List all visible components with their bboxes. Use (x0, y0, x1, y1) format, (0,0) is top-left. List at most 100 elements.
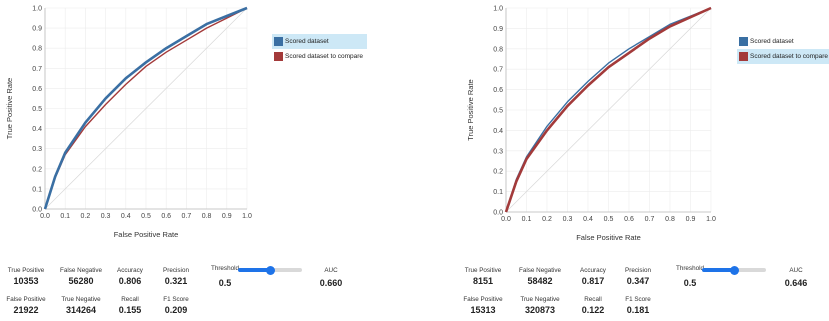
accuracy-label: Accuracy (580, 267, 606, 274)
threshold-slider[interactable] (702, 265, 766, 275)
threshold-slider-fill (238, 268, 270, 272)
true-positive-value: 10353 (13, 276, 39, 286)
roc-curve-scored-dataset (43, 6, 248, 210)
accuracy-label: Accuracy (117, 267, 143, 274)
x-tick-label: 0.7 (645, 216, 655, 223)
x-tick-label: 0.5 (141, 213, 151, 220)
metrics-left: True Positive 10353 False Negative 56280 Acc… (0, 264, 400, 321)
y-tick-label: 0.4 (32, 126, 42, 133)
recall-label: Recall (121, 296, 139, 303)
true-positive-label: True Positive (464, 267, 502, 274)
false-positive-label: False Positive (463, 296, 503, 303)
x-tick-label: 1.0 (706, 216, 716, 223)
roc-curve-compare-dataset (504, 6, 712, 213)
x-tick-label: 0.0 (40, 213, 50, 220)
x-axis-title: False Positive Rate (576, 233, 641, 242)
y-tick-label: 1.0 (493, 6, 503, 13)
false-negative-label: False Negative (60, 267, 102, 274)
accuracy-value: 0.806 (118, 276, 142, 286)
y-tick-label: 0.2 (32, 166, 42, 173)
roc-panel-right: 0.0 0.1 0.2 0.3 0.4 0.5 0.6 0.7 0.8 0.9 1.0 0.0 0.1 0… (440, 0, 829, 321)
legend-item-compare-dataset[interactable]: Scored dataset to compare (737, 49, 829, 64)
x-tick-label: 0.4 (583, 216, 593, 223)
legend-swatch (274, 52, 283, 61)
x-tick-label: 0.2 (81, 213, 91, 220)
legend-item-compare-dataset[interactable]: Scored dataset to compare (272, 49, 367, 64)
y-tick-label: 0.9 (493, 26, 503, 33)
x-tick-label: 0.6 (161, 213, 171, 220)
false-positive-label: False Positive (6, 296, 46, 303)
x-tick-label: 0.7 (182, 213, 192, 220)
y-tick-label: 0.5 (493, 108, 503, 115)
precision-label: Precision (163, 267, 189, 274)
y-tick-label: 0.2 (493, 169, 503, 176)
true-positive-label: True Positive (7, 267, 45, 274)
false-negative-value: 58482 (527, 276, 553, 286)
y-tick-label: 0.7 (32, 66, 42, 73)
true-negative-value: 314264 (65, 305, 97, 315)
y-tick-label: 0.9 (32, 26, 42, 33)
recall-label: Recall (584, 296, 602, 303)
false-positive-value: 15313 (470, 305, 496, 315)
threshold-label: Threshold (675, 265, 704, 272)
legend-swatch (739, 52, 748, 61)
false-negative-value: 56280 (68, 276, 94, 286)
reference-diagonal (505, 7, 712, 213)
auc-value: 0.646 (784, 278, 808, 288)
y-tick-label: 0.8 (32, 46, 42, 53)
x-tick-label: 0.4 (121, 213, 131, 220)
auc-label: AUC (324, 267, 338, 274)
threshold-slider[interactable] (238, 265, 302, 275)
y-tick-label: 0.3 (493, 148, 503, 155)
legend-item-scored-dataset[interactable]: Scored dataset (737, 34, 829, 49)
reference-diagonal (44, 7, 248, 210)
auc-label: AUC (789, 267, 803, 274)
x-tick-label: 0.1 (522, 216, 532, 223)
x-tick-label: 0.5 (604, 216, 614, 223)
y-tick-label: 0.0 (493, 210, 503, 217)
legend-right: Scored dataset Scored dataset to compare (737, 34, 829, 64)
x-tick-label: 0.3 (563, 216, 573, 223)
f1-score-value: 0.181 (626, 305, 650, 315)
legend-left: Scored dataset Scored dataset to compare (272, 34, 367, 64)
recall-value: 0.122 (581, 305, 605, 315)
false-negative-label: False Negative (519, 267, 561, 274)
x-tick-label: 0.3 (101, 213, 111, 220)
f1-score-label: F1 Score (163, 296, 189, 303)
x-tick-label: 0.2 (542, 216, 552, 223)
legend-swatch (739, 37, 748, 46)
precision-value: 0.321 (164, 276, 188, 286)
f1-score-label: F1 Score (625, 296, 651, 303)
threshold-value: 0.5 (218, 278, 232, 288)
roc-chart-right: 0.0 0.1 0.2 0.3 0.4 0.5 0.6 0.7 0.8 0.9 1.0 0.0 0.1 0… (466, 6, 716, 243)
legend-item-scored-dataset[interactable]: Scored dataset (272, 34, 367, 49)
roc-panel-left: 0.0 0.1 0.2 0.3 0.4 0.5 0.6 0.7 0.8 0.9 1.0 0.0 0.1 0… (0, 0, 400, 321)
f1-score-value: 0.209 (164, 305, 188, 315)
y-tick-label: 0.5 (32, 106, 42, 113)
x-tick-label: 0.8 (202, 213, 212, 220)
legend-label: Scored dataset (750, 38, 794, 45)
threshold-slider-thumb[interactable] (729, 265, 739, 275)
true-negative-label: True Negative (61, 296, 101, 303)
legend-swatch (274, 37, 283, 46)
y-tick-label: 0.6 (493, 87, 503, 94)
threshold-slider-thumb[interactable] (265, 265, 275, 275)
y-axis-title: True Positive Rate (5, 78, 14, 139)
true-negative-label: True Negative (520, 296, 560, 303)
true-negative-value: 320873 (524, 305, 556, 315)
x-tick-label: 0.0 (501, 216, 511, 223)
y-tick-label: 0.6 (32, 86, 42, 93)
y-tick-label: 0.3 (32, 146, 42, 153)
precision-label: Precision (625, 267, 651, 274)
true-positive-value: 8151 (472, 276, 494, 286)
y-tick-label: 0.8 (493, 46, 503, 53)
x-tick-label: 0.9 (686, 216, 696, 223)
roc-chart-left: 0.0 0.1 0.2 0.3 0.4 0.5 0.6 0.7 0.8 0.9 1.0 0.0 0.1 0… (5, 6, 252, 240)
x-tick-label: 0.6 (624, 216, 634, 223)
x-tick-label: 1.0 (242, 213, 252, 220)
legend-label: Scored dataset to compare (750, 53, 829, 60)
threshold-label: Threshold (210, 265, 239, 272)
metrics-right: True Positive 8151 False Negative 58482 Accu… (440, 264, 829, 321)
x-tick-label: 0.9 (222, 213, 232, 220)
recall-value: 0.155 (118, 305, 142, 315)
